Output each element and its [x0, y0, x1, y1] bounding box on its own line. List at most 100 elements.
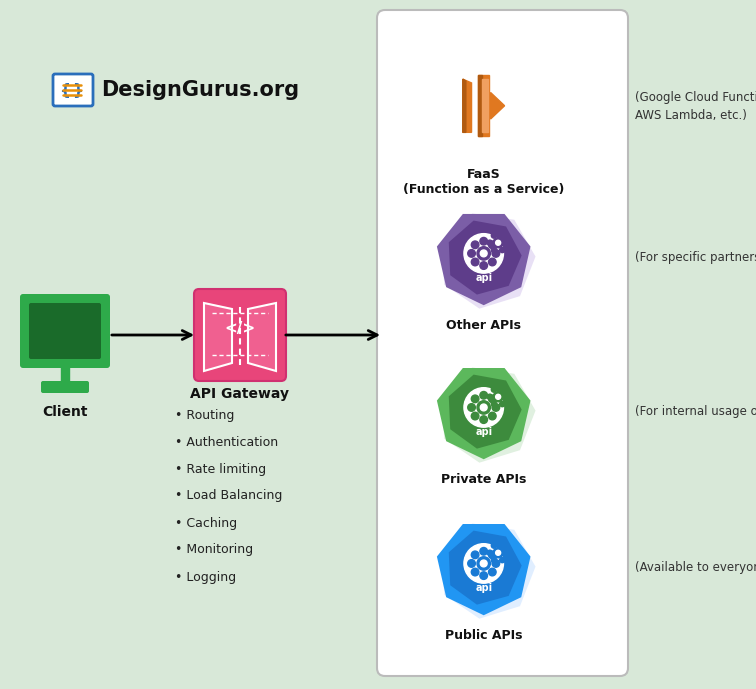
Text: • Rate limiting: • Rate limiting	[175, 462, 266, 475]
Circle shape	[480, 415, 488, 424]
Circle shape	[491, 543, 497, 548]
Polygon shape	[449, 375, 522, 449]
Circle shape	[471, 395, 479, 402]
FancyBboxPatch shape	[41, 381, 89, 393]
Circle shape	[471, 258, 479, 266]
Circle shape	[480, 404, 487, 411]
Circle shape	[500, 233, 505, 238]
Circle shape	[480, 262, 488, 269]
Polygon shape	[449, 531, 522, 605]
FancyBboxPatch shape	[377, 10, 628, 676]
Polygon shape	[478, 75, 489, 136]
Circle shape	[477, 401, 491, 414]
Circle shape	[491, 387, 497, 392]
Circle shape	[503, 394, 509, 400]
Circle shape	[492, 559, 500, 567]
Circle shape	[488, 568, 496, 576]
Polygon shape	[437, 368, 531, 460]
Text: }: }	[72, 83, 83, 98]
Circle shape	[488, 551, 496, 559]
Text: api: api	[475, 427, 492, 437]
Polygon shape	[204, 303, 232, 371]
Circle shape	[500, 247, 505, 253]
Text: • Monitoring: • Monitoring	[175, 544, 253, 557]
Circle shape	[480, 572, 488, 579]
Circle shape	[487, 240, 492, 245]
Circle shape	[493, 238, 503, 248]
Circle shape	[464, 544, 503, 583]
Circle shape	[500, 557, 505, 563]
Circle shape	[480, 250, 487, 257]
Circle shape	[496, 394, 500, 400]
Text: • Load Balancing: • Load Balancing	[175, 489, 283, 502]
Polygon shape	[482, 79, 488, 132]
Circle shape	[487, 394, 492, 400]
Circle shape	[493, 392, 503, 402]
Circle shape	[488, 241, 496, 249]
Circle shape	[491, 247, 497, 253]
Circle shape	[491, 557, 497, 563]
Circle shape	[496, 240, 500, 245]
Text: FaaS
(Function as a Service): FaaS (Function as a Service)	[403, 167, 565, 196]
FancyBboxPatch shape	[20, 294, 110, 368]
FancyBboxPatch shape	[29, 303, 101, 359]
Text: api: api	[475, 273, 492, 283]
Polygon shape	[463, 79, 466, 132]
Circle shape	[487, 550, 492, 555]
Circle shape	[488, 395, 496, 402]
Circle shape	[493, 548, 503, 558]
Polygon shape	[437, 524, 531, 615]
Circle shape	[491, 402, 497, 407]
Text: • Logging: • Logging	[175, 570, 236, 584]
Text: • Caching: • Caching	[175, 517, 237, 530]
Text: (For internal usage only.): (For internal usage only.)	[635, 404, 756, 418]
Text: (For specific partners.): (For specific partners.)	[635, 251, 756, 264]
Text: DesignGurus.org: DesignGurus.org	[101, 80, 299, 100]
Text: Public APIs: Public APIs	[445, 629, 522, 642]
Text: API Gateway: API Gateway	[191, 387, 290, 401]
Circle shape	[471, 241, 479, 249]
Bar	[61, 365, 69, 385]
Circle shape	[464, 388, 503, 427]
Circle shape	[480, 548, 488, 555]
Text: AWS Lambda, etc.): AWS Lambda, etc.)	[635, 110, 747, 122]
Polygon shape	[248, 303, 276, 371]
Circle shape	[492, 249, 500, 257]
Circle shape	[464, 234, 503, 273]
Polygon shape	[437, 214, 531, 305]
Circle shape	[503, 550, 509, 555]
Text: (Available to everyone.): (Available to everyone.)	[635, 561, 756, 574]
Polygon shape	[449, 220, 522, 295]
Circle shape	[468, 249, 476, 257]
Circle shape	[468, 559, 476, 567]
Circle shape	[500, 402, 505, 407]
Text: • Routing: • Routing	[175, 409, 234, 422]
Circle shape	[477, 247, 491, 260]
Polygon shape	[478, 75, 482, 136]
Circle shape	[471, 551, 479, 559]
Circle shape	[480, 238, 488, 245]
FancyBboxPatch shape	[194, 289, 286, 381]
Text: Client: Client	[42, 405, 88, 419]
Text: </>: </>	[225, 322, 256, 336]
Circle shape	[488, 258, 496, 266]
FancyBboxPatch shape	[53, 74, 93, 106]
Circle shape	[492, 404, 500, 411]
Circle shape	[477, 557, 491, 570]
Circle shape	[471, 568, 479, 576]
Text: api: api	[475, 583, 492, 593]
Circle shape	[480, 560, 487, 567]
Circle shape	[468, 404, 476, 411]
Circle shape	[503, 240, 509, 245]
Polygon shape	[491, 92, 504, 119]
Circle shape	[480, 391, 488, 399]
Circle shape	[471, 412, 479, 420]
Circle shape	[496, 551, 500, 555]
Polygon shape	[442, 367, 535, 462]
Polygon shape	[463, 79, 472, 132]
Circle shape	[500, 543, 505, 548]
Polygon shape	[442, 214, 535, 309]
Text: (Google Cloud Functions,: (Google Cloud Functions,	[635, 91, 756, 104]
Text: Private APIs: Private APIs	[441, 473, 526, 486]
Text: {: {	[59, 83, 70, 98]
